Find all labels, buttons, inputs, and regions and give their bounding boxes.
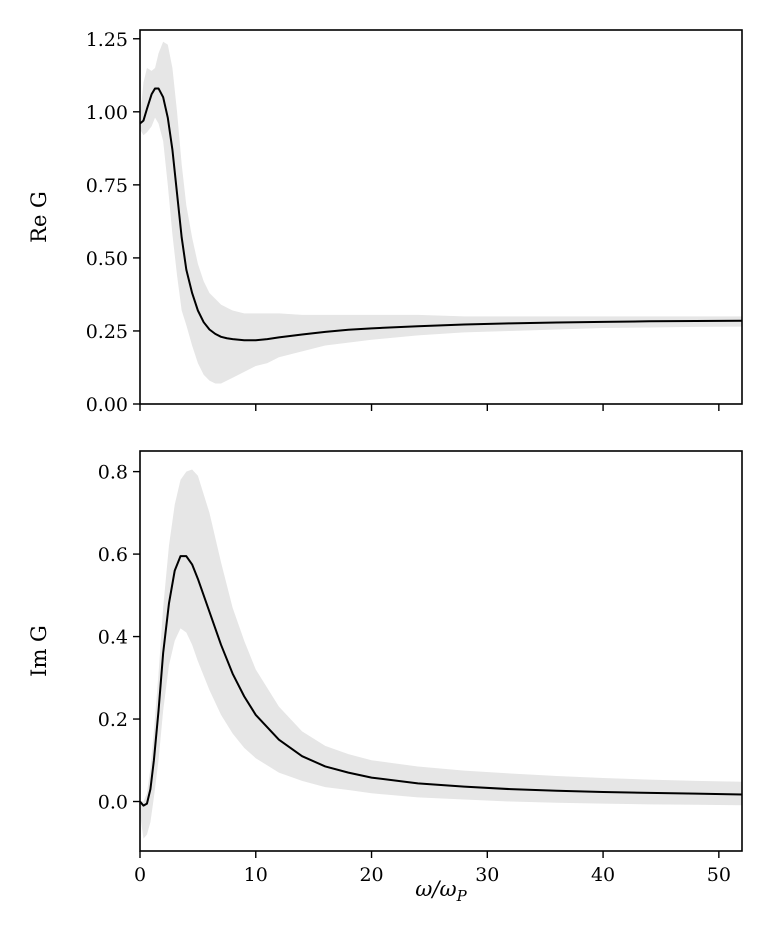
im-g-axes-frame <box>139 450 743 852</box>
x-tick-label: 30 <box>475 864 499 886</box>
y-tick-label: 1.00 <box>86 102 128 124</box>
y-tick-label: 0.8 <box>98 462 128 484</box>
re-g-axes-frame <box>139 29 743 405</box>
re-g-y-ticks: 0.00 0.25 0.50 0.75 1.00 1.25 <box>86 29 140 416</box>
im-g-x-ticks: 0 10 20 30 40 50 <box>134 851 731 886</box>
re-g-y-axis-label: Re G <box>27 191 51 243</box>
x-tick-label: 20 <box>359 864 383 886</box>
panel-im-g: 0 10 20 30 40 50 0.0 0.2 0.4 0.6 0.8 Im G ω/ωP <box>27 450 743 905</box>
x-tick-label: 40 <box>591 864 615 886</box>
x-tick-label: 50 <box>707 864 731 886</box>
y-tick-label: 1.25 <box>86 29 128 51</box>
im-g-curve <box>140 555 742 807</box>
re-g-uncertainty-band <box>140 41 742 384</box>
im-g-y-axis-label: Im G <box>27 625 51 677</box>
y-tick-label: 0.00 <box>86 394 128 416</box>
uncertainty-band-area <box>140 41 742 384</box>
y-tick-label: 0.6 <box>98 544 128 566</box>
y-tick-label: 0.75 <box>86 175 128 197</box>
y-tick-label: 0.2 <box>98 709 128 731</box>
y-tick-label: 0.50 <box>86 248 128 270</box>
y-tick-label: 0.4 <box>98 627 128 649</box>
re-g-curve <box>140 87 742 342</box>
x-axis-label: ω/ωP <box>415 877 467 905</box>
x-tick-label: 10 <box>244 864 268 886</box>
panel-re-g: 0.00 0.25 0.50 0.75 1.00 1.25 Re G <box>27 29 743 416</box>
y-tick-label: 0.25 <box>86 321 128 343</box>
y-tick-label: 0.0 <box>98 792 128 814</box>
x-tick-label: 0 <box>134 864 146 886</box>
im-g-y-ticks: 0.0 0.2 0.4 0.6 0.8 <box>98 462 140 814</box>
series-line <box>140 87 742 342</box>
re-g-x-ticks <box>139 404 720 411</box>
im-g-uncertainty-band <box>140 469 742 839</box>
uncertainty-band-area <box>140 469 742 839</box>
series-line <box>140 555 742 807</box>
